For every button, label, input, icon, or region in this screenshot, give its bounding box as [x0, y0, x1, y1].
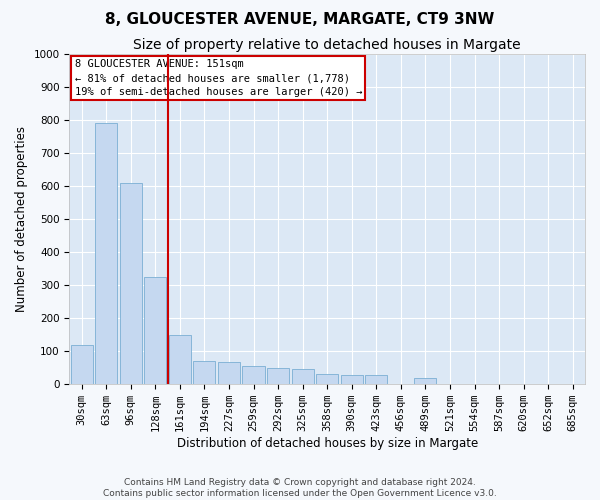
- Bar: [341, 375, 363, 384]
- Bar: [267, 368, 289, 384]
- Y-axis label: Number of detached properties: Number of detached properties: [15, 126, 28, 312]
- Text: 8 GLOUCESTER AVENUE: 151sqm
← 81% of detached houses are smaller (1,778)
19% of : 8 GLOUCESTER AVENUE: 151sqm ← 81% of det…: [74, 59, 362, 97]
- Bar: [169, 334, 191, 384]
- Bar: [218, 362, 240, 384]
- Bar: [415, 378, 436, 384]
- Bar: [144, 277, 166, 384]
- Bar: [120, 183, 142, 384]
- Bar: [365, 375, 388, 384]
- Bar: [95, 124, 117, 384]
- Bar: [292, 370, 314, 384]
- Text: Contains HM Land Registry data © Crown copyright and database right 2024.
Contai: Contains HM Land Registry data © Crown c…: [103, 478, 497, 498]
- Text: 8, GLOUCESTER AVENUE, MARGATE, CT9 3NW: 8, GLOUCESTER AVENUE, MARGATE, CT9 3NW: [106, 12, 494, 28]
- X-axis label: Distribution of detached houses by size in Margate: Distribution of detached houses by size …: [176, 437, 478, 450]
- Bar: [193, 361, 215, 384]
- Bar: [71, 344, 93, 384]
- Title: Size of property relative to detached houses in Margate: Size of property relative to detached ho…: [133, 38, 521, 52]
- Bar: [316, 374, 338, 384]
- Bar: [242, 366, 265, 384]
